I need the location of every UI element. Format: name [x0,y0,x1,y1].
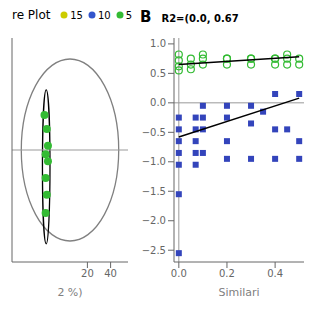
svg-text:40: 40 [104,268,117,279]
svg-text:Similari: Similari [218,286,259,299]
svg-text:0.4: 0.4 [267,268,283,279]
svg-text:−2.5: −2.5 [142,245,166,256]
svg-text:2 %): 2 %) [57,286,82,299]
html-text:B: B [140,8,152,26]
svg-text:20: 20 [81,268,94,279]
html-text:5: 5 [125,9,132,21]
svg-text:0.0: 0.0 [171,268,187,279]
svg-text:1.0: 1.0 [150,38,166,49]
html-text:R2=(0.0, 0.67: R2=(0.0, 0.67 [161,13,239,24]
html-text:15: 15 [70,9,83,21]
svg-text:−2.0: −2.0 [142,215,166,226]
svg-text:0.5: 0.5 [150,68,166,79]
svg-text:−0.5: −0.5 [142,127,166,138]
svg-text:−1.5: −1.5 [142,186,166,197]
html-text:10: 10 [97,9,111,21]
svg-text:0.2: 0.2 [219,268,235,279]
svg-text:0.0: 0.0 [150,97,166,108]
svg-text:−1.0: −1.0 [142,156,166,167]
html-text:re Plot: re Plot [12,8,51,22]
